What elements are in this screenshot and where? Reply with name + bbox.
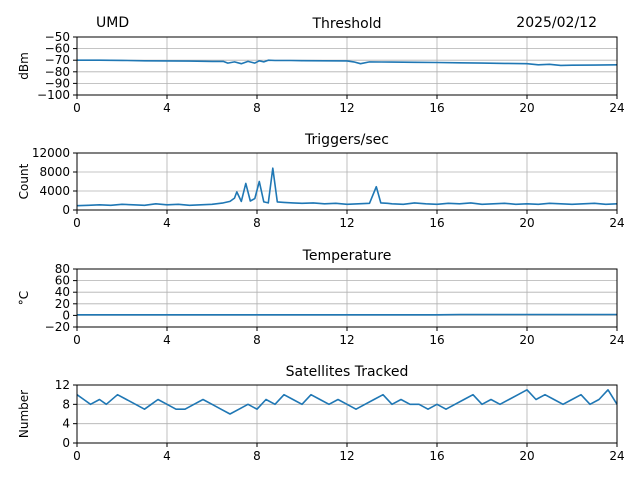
date-label: 2025/02/12	[516, 15, 597, 31]
satellites-tracked-xtick-label: 12	[339, 449, 354, 463]
temperature-xtick-label: 20	[519, 333, 534, 347]
satellites-tracked-ytick-label: 8	[62, 397, 70, 411]
temperature-ytick-label: 60	[55, 274, 70, 288]
satellites-tracked-xtick-label: 16	[429, 449, 444, 463]
satellites-tracked-xtick-label: 4	[163, 449, 171, 463]
threshold-xtick-label: 20	[519, 101, 534, 115]
temperature-xtick-label: 12	[339, 333, 354, 347]
satellites-tracked-ytick-label: 12	[55, 378, 70, 392]
triggers-sec-xtick-label: 20	[519, 216, 534, 230]
satellites-tracked-ytick-label: 4	[62, 417, 70, 431]
threshold-ytick-label: −100	[37, 88, 70, 102]
temperature-ytick-label: 80	[55, 262, 70, 276]
threshold-ytick-label: −80	[45, 65, 70, 79]
triggers-sec-title: Triggers/sec	[304, 132, 389, 148]
temperature-xtick-label: 4	[163, 333, 171, 347]
triggers-sec-series-line	[76, 167, 618, 207]
threshold-xtick-label: 24	[609, 101, 624, 115]
temperature-ylabel: °C	[17, 291, 31, 305]
temperature-ytick-label: 0	[62, 308, 70, 322]
triggers-sec-ytick-label: 4000	[39, 184, 70, 198]
temperature-xtick-label: 0	[73, 333, 81, 347]
satellites-tracked-xtick-label: 20	[519, 449, 534, 463]
satellites-tracked-xtick-label: 24	[609, 449, 624, 463]
temperature-xtick-label: 24	[609, 333, 624, 347]
threshold-xtick-label: 4	[163, 101, 171, 115]
threshold-ytick-label: −50	[45, 30, 70, 44]
triggers-sec-ytick-label: 0	[62, 203, 70, 217]
threshold-ytick-label: −70	[45, 53, 70, 67]
threshold-xtick-label: 16	[429, 101, 444, 115]
threshold-title: Threshold	[312, 16, 382, 32]
triggers-sec-xtick-label: 8	[253, 216, 261, 230]
site-label: UMD	[96, 15, 129, 31]
satellites-tracked-ytick-label: 0	[62, 436, 70, 450]
threshold-series-line	[77, 59, 618, 67]
threshold-ytick-label: −90	[45, 76, 70, 90]
triggers-sec-ytick-label: 8000	[39, 165, 70, 179]
temperature-ytick-label: −20	[45, 320, 70, 334]
triggers-sec-ytick-label: 12000	[32, 146, 70, 160]
threshold-xtick-label: 12	[339, 101, 354, 115]
temperature-ytick-label: 20	[55, 297, 70, 311]
triggers-sec-xtick-label: 12	[339, 216, 354, 230]
temperature-title: Temperature	[302, 248, 392, 264]
triggers-sec-xtick-label: 0	[73, 216, 81, 230]
satellites-tracked-xtick-label: 0	[73, 449, 81, 463]
threshold-panel: 0 4 8 12 16 20 24 −50−60−70−80−90−100 Threshold d…	[17, 16, 625, 115]
satellites-tracked-title: Satellites Tracked	[286, 364, 409, 380]
threshold-ylabel: dBm	[17, 52, 31, 80]
satellites-tracked-series-line	[76, 389, 618, 415]
triggers-sec-xtick-label: 24	[609, 216, 624, 230]
triggers-sec-xtick-label: 16	[429, 216, 444, 230]
satellites-tracked-ylabel: Number	[17, 390, 31, 438]
satellites-tracked-panel: 0 4 8 12 16 20 24 0 4 8 12 Satellites Tracked Number	[17, 364, 625, 463]
temperature-xtick-label: 16	[429, 333, 444, 347]
triggers-sec-panel: 0 4 8 12 16 20 24 0 4000 8000 12000 Triggers/sec Cou…	[17, 132, 625, 230]
satellites-tracked-xtick-label: 8	[253, 449, 261, 463]
temperature-ytick-label: 40	[55, 285, 70, 299]
threshold-ytick-label: −60	[45, 42, 70, 56]
threshold-xtick-label: 8	[253, 101, 261, 115]
threshold-xtick-label: 0	[73, 101, 81, 115]
triggers-sec-xtick-label: 4	[163, 216, 171, 230]
temperature-xtick-label: 8	[253, 333, 261, 347]
triggers-sec-ylabel: Count	[17, 163, 31, 199]
